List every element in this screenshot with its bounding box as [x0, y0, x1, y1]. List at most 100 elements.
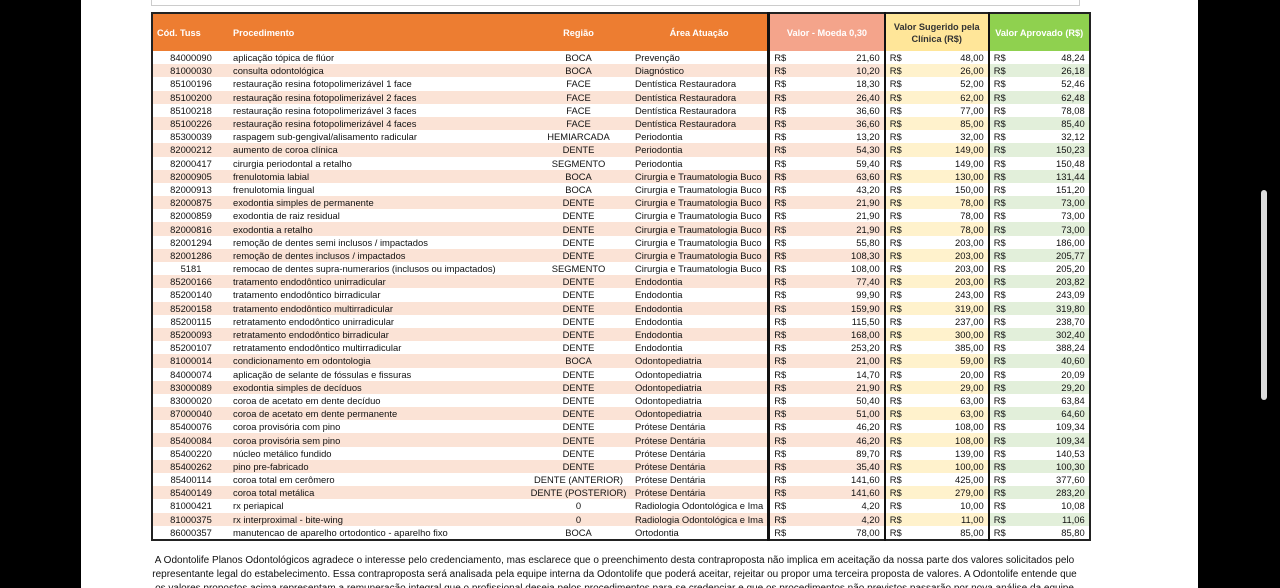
table-cell: Diagnóstico	[631, 64, 769, 78]
currency: R$	[993, 368, 1006, 380]
table-cell: manutencao de aparelho ortodontico - apa…	[233, 526, 448, 538]
currency: R$	[993, 197, 1006, 209]
currency: R$	[774, 65, 787, 77]
value-wrap: R$ 26,18	[994, 64, 1085, 77]
table-row: 85100218 restauração resina fotopolimeriz…	[152, 103, 1090, 117]
table-cell: 85200093	[152, 327, 229, 342]
table-cell: DENTE	[562, 421, 595, 433]
value-wrap: R$ 243,09	[994, 288, 1085, 301]
currency: R$	[889, 487, 902, 499]
value-wrap: R$ 29,20	[994, 381, 1085, 394]
value-wrap: R$ 203,00	[890, 275, 984, 288]
table-cell: frenulotomia lingual	[233, 183, 315, 195]
value-wrap: R$ 59,40	[774, 157, 880, 170]
table-cell: retratamento endodôntico unirradicular	[233, 315, 395, 327]
amount: 63,00	[960, 408, 984, 420]
value-wrap: R$ 109,34	[994, 420, 1085, 433]
value-wrap: R$ 237,00	[890, 315, 984, 328]
currency: R$	[889, 368, 902, 380]
currency: R$	[993, 302, 1006, 314]
value-cell: R$ 243,00	[883, 288, 989, 302]
value-cell: R$ 300,00	[883, 327, 989, 342]
value-wrap: R$ 425,00	[890, 473, 984, 486]
value-cell: R$ 55,80	[767, 235, 885, 249]
amount: 26,00	[960, 65, 984, 77]
table-cell: Dentística Restauradora	[631, 116, 769, 131]
table-cell: DENTE	[526, 301, 631, 315]
amount: 159,90	[851, 302, 880, 314]
scrollbar[interactable]	[1261, 190, 1267, 400]
table-cell: BOCA	[565, 52, 592, 64]
value-cell: R$ 29,20	[987, 380, 1090, 394]
value-cell: R$ 78,00	[883, 196, 989, 210]
value-wrap: R$ 186,00	[994, 236, 1085, 249]
table-cell: coroa provisória sem pino	[229, 433, 526, 447]
amount: 99,90	[856, 289, 880, 301]
value-wrap: R$ 21,60	[774, 51, 880, 64]
currency: R$	[889, 302, 902, 314]
currency: R$	[774, 434, 787, 446]
value-cell: R$ 32,00	[883, 130, 989, 144]
value-cell: R$ 18,30	[767, 77, 885, 91]
table-cell: cirurgia periodontal a retalho	[233, 157, 352, 169]
value-wrap: R$ 62,00	[890, 91, 984, 104]
value-wrap: R$ 89,70	[774, 447, 880, 460]
currency: R$	[993, 329, 1006, 341]
value-wrap: R$ 203,00	[890, 249, 984, 262]
amount: 85,80	[1061, 526, 1085, 538]
table-cell: DENTE	[562, 289, 595, 301]
value-cell: R$ 4,20	[767, 512, 885, 526]
value-wrap: R$ 151,20	[994, 183, 1085, 196]
table-cell: 85400076	[170, 421, 212, 433]
currency: R$	[889, 197, 902, 209]
amount: 59,40	[856, 157, 880, 169]
value-cell: R$ 48,24	[987, 51, 1090, 65]
currency: R$	[993, 263, 1006, 275]
table-cell: restauração resina fotopolimerizável 2 f…	[229, 90, 526, 104]
amount: 64,60	[1061, 408, 1085, 420]
value-cell: R$ 99,90	[767, 288, 885, 302]
table-cell: DENTE	[526, 143, 631, 157]
amount: 385,00	[955, 342, 984, 354]
value-wrap: R$ 46,20	[774, 434, 880, 447]
currency: R$	[774, 170, 787, 182]
value-cell: R$ 425,00	[883, 473, 989, 487]
amount: 149,00	[955, 144, 984, 156]
value-cell: R$ 203,00	[883, 235, 989, 249]
currency: R$	[889, 131, 902, 143]
table-cell: DENTE	[526, 248, 631, 262]
value-cell: R$ 149,00	[883, 143, 989, 157]
currency: R$	[993, 408, 1006, 420]
table-cell: DENTE	[562, 447, 595, 459]
value-cell: R$ 243,09	[987, 288, 1090, 302]
amount: 115,50	[851, 315, 880, 327]
table-cell: coroa total metálica	[229, 486, 526, 500]
currency: R$	[889, 276, 902, 288]
currency: R$	[774, 342, 787, 354]
currency: R$	[889, 210, 902, 222]
table-cell: 82000913	[170, 183, 212, 195]
table-cell: DENTE	[562, 368, 595, 380]
table-cell: BOCA	[526, 354, 631, 368]
table-cell: FACE	[526, 90, 631, 104]
currency: R$	[889, 78, 902, 90]
value-cell: R$ 186,00	[987, 235, 1090, 249]
amount: 55,80	[856, 236, 880, 248]
table-cell: aumento de coroa clínica	[229, 143, 526, 157]
table-cell: coroa provisória com pino	[233, 421, 341, 433]
value-cell: R$ 10,20	[767, 64, 885, 78]
table-row: 85400149 coroa total metálica DENTE (POSTE…	[152, 486, 1090, 500]
table-cell: HEMIARCADA	[547, 131, 610, 143]
currency: R$	[993, 355, 1006, 367]
value-wrap: R$ 141,60	[774, 486, 880, 499]
value-wrap: R$ 48,00	[890, 51, 984, 64]
amount: 73,00	[1061, 223, 1085, 235]
column-header: Procedimento	[229, 13, 526, 51]
table-cell: restauração resina fotopolimerizável 4 f…	[229, 116, 526, 131]
table-cell: 82001294	[170, 236, 212, 248]
table-row: 84000090 aplicação tópica de flúor BOCA Pre…	[152, 51, 1090, 65]
value-cell: R$ 203,00	[883, 275, 989, 289]
table-cell: BOCA	[565, 526, 592, 538]
currency: R$	[889, 263, 902, 275]
